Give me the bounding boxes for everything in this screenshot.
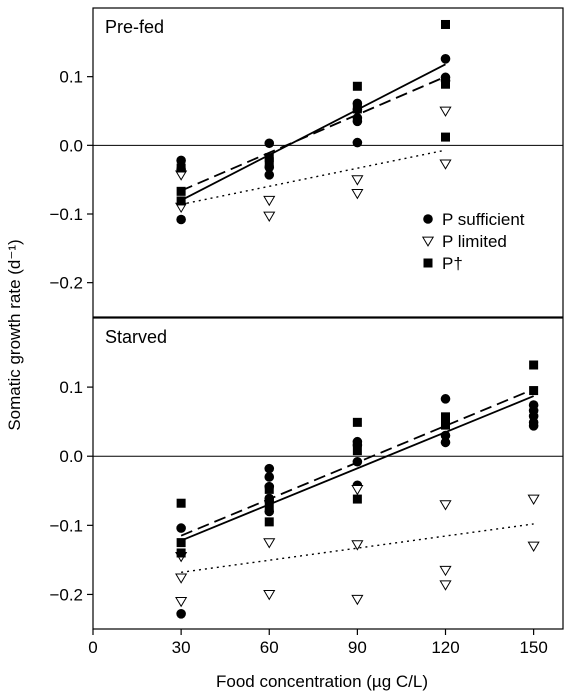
panel-starved-point-limited: [527, 541, 540, 552]
panel-starved: 0.1 0.0 −0.1 −0.2 Starved: [49, 317, 564, 630]
panel-pre-fed-point-sufficient: [352, 137, 363, 148]
panel-pre-fed-point-limited: [439, 159, 452, 170]
panel-starved-point-dagger: [352, 417, 362, 427]
panel-starved-y-tick-label: −0.1: [49, 516, 83, 535]
panel-pre-fed-point-sufficient: [352, 116, 363, 127]
panel-pre-fed-point-sufficient: [176, 155, 186, 166]
panel-starved-point-dagger: [352, 446, 362, 456]
panel-starved-y-tick-label: 0.0: [59, 447, 83, 466]
panel-pre-fed-point-dagger: [352, 81, 362, 91]
panel-starved-frame: [92, 317, 564, 630]
panel-starved-point-sufficient: [264, 472, 275, 482]
panel-pre-fed-fit-sufficient: [180, 63, 446, 202]
x-tick-label: 30: [172, 638, 191, 657]
legend-marker-dagger: [423, 258, 433, 268]
panel-starved-point-limited: [439, 500, 452, 511]
panel-pre-fed-point-limited: [263, 195, 276, 207]
panel-starved-point-dagger: [352, 494, 362, 504]
panel-pre-fed-point-dagger: [352, 104, 362, 114]
panel-starved-y-tick-label: 0.1: [59, 378, 83, 397]
panel-starved-point-limited: [439, 565, 452, 577]
panel-starved-point-sufficient: [528, 421, 539, 431]
panel-starved-point-sufficient: [176, 608, 186, 619]
panel-starved-point-sufficient: [440, 437, 451, 448]
panel-starved-point-dagger: [441, 412, 450, 422]
panel-starved-point-sufficient: [352, 456, 363, 467]
x-axis: 0 30 60 90 120 150: [88, 629, 548, 657]
panel-pre-fed-point-dagger: [176, 163, 186, 173]
panel-starved-point-dagger: [176, 548, 186, 558]
x-tick-label: 0: [88, 638, 97, 657]
panel-pre-fed-y-tick-label: −0.1: [49, 205, 83, 224]
panel-starved-point-dagger: [264, 484, 274, 494]
panel-starved-point-dagger: [441, 420, 450, 430]
panel-pre-fed-point-dagger: [264, 157, 274, 167]
x-tick-label: 90: [348, 638, 367, 657]
panel-pre-fed-point-sufficient: [440, 54, 451, 64]
x-axis-title: Food concentration (µg C/L): [216, 672, 428, 691]
panel-starved-label: Starved: [105, 327, 167, 347]
panel-pre-fed-y-tick-label: 0.0: [59, 136, 83, 155]
panel-pre-fed-point-limited: [351, 189, 364, 200]
panel-pre-fed-label: Pre-fed: [105, 17, 164, 37]
panel-pre-fed-point-dagger: [441, 19, 450, 29]
panel-starved-point-dagger: [264, 517, 274, 527]
legend: P sufficient P limited P†: [421, 210, 525, 273]
panel-starved-point-limited: [351, 594, 364, 606]
panel-pre-fed-point-dagger: [176, 186, 186, 196]
legend-label-sufficient: P sufficient: [442, 210, 525, 229]
panel-starved-point-limited: [175, 573, 188, 584]
x-tick-label: 120: [431, 638, 459, 657]
panel-starved-point-dagger: [176, 498, 186, 508]
y-axis-title: Somatic growth rate (d⁻¹): [5, 239, 24, 430]
panel-starved-point-sufficient: [176, 523, 186, 533]
panel-starved-point-limited: [439, 580, 452, 591]
panel-pre-fed-point-dagger: [441, 79, 450, 89]
panel-starved-point-dagger: [264, 501, 274, 511]
panel-pre-fed: 0.1 0.0 −0.1 −0.2 Pre-fed: [49, 7, 564, 318]
panel-starved-point-dagger: [529, 360, 539, 370]
panel-starved-point-limited: [175, 596, 188, 608]
panel-pre-fed-frame: [92, 7, 564, 318]
panel-starved-point-limited: [263, 590, 276, 601]
panel-pre-fed-point-sufficient: [264, 170, 275, 180]
panel-pre-fed-point-limited: [439, 106, 452, 117]
legend-label-dagger: P†: [442, 254, 463, 273]
x-tick-label: 150: [519, 638, 547, 657]
panel-starved-point-sufficient: [440, 430, 451, 441]
panel-starved-y-tick-label: −0.2: [49, 585, 83, 604]
panel-starved-point-dagger: [176, 538, 186, 548]
panel-starved-point-sufficient: [440, 394, 451, 404]
panel-pre-fed-y-tick-label: −0.2: [49, 274, 83, 293]
panel-pre-fed-fit-dagger: [180, 75, 446, 192]
legend-marker-sufficient: [423, 214, 433, 224]
panel-pre-fed-fit-limited: [180, 149, 446, 206]
panel-pre-fed-point-limited: [351, 175, 364, 186]
panel-pre-fed-point-sufficient: [264, 138, 275, 149]
panel-starved-point-limited: [351, 484, 364, 496]
panel-pre-fed-point-limited: [263, 211, 276, 222]
panel-starved-point-limited: [527, 494, 540, 505]
panel-starved-point-sufficient: [264, 463, 275, 474]
panel-pre-fed-point-dagger: [441, 132, 450, 142]
panel-pre-fed-y-tick-label: 0.1: [59, 68, 83, 87]
legend-marker-limited: [421, 236, 435, 247]
x-tick-label: 60: [260, 638, 279, 657]
panel-starved-point-limited: [263, 538, 276, 549]
panel-starved-point-limited: [351, 540, 364, 551]
legend-label-limited: P limited: [442, 232, 507, 251]
panel-pre-fed-point-sufficient: [176, 214, 186, 225]
panel-starved-point-dagger: [529, 386, 539, 396]
panel-pre-fed-point-dagger: [176, 196, 186, 206]
panel-starved-fit-sufficient: [180, 395, 534, 542]
